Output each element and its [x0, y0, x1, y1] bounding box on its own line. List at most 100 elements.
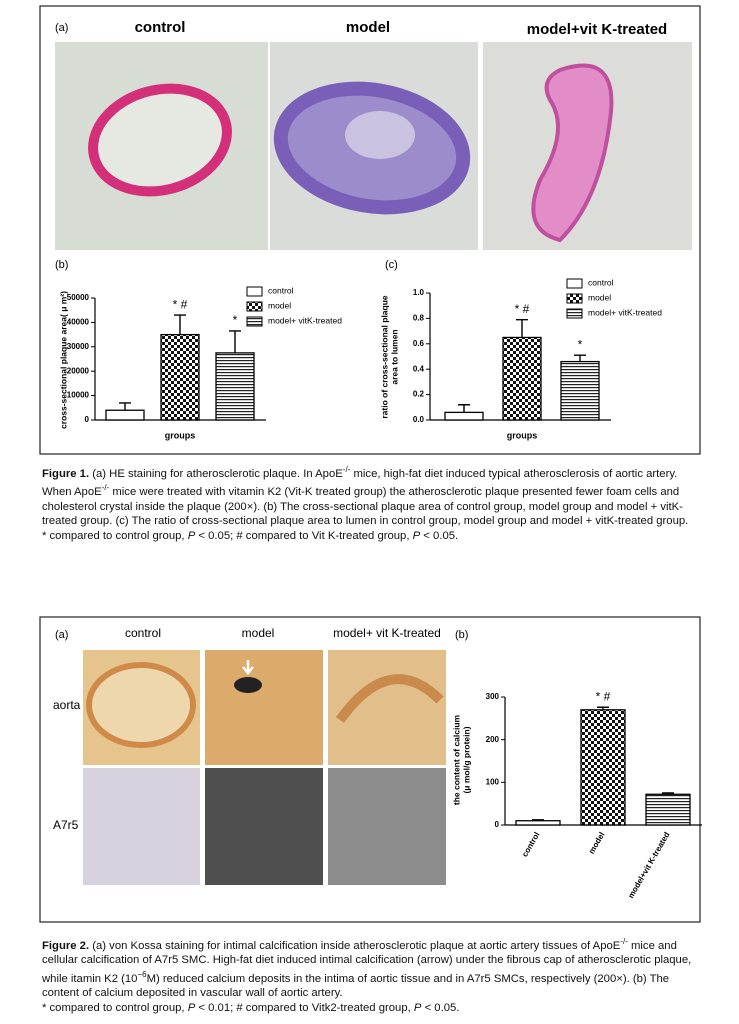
- y-tick-label: 40000: [67, 318, 90, 327]
- error-bar: [574, 354, 586, 362]
- caption-text: (a) HE staining for atherosclerotic plaq…: [89, 467, 343, 480]
- caption-text: < 0.05.: [421, 1001, 460, 1014]
- panel-label: (b): [455, 629, 468, 641]
- row-label: aorta: [53, 698, 81, 712]
- figure2-frame: [39, 616, 701, 923]
- y-axis-label: (μ mol/g protein): [461, 726, 471, 793]
- significance-mark: * #: [515, 302, 530, 316]
- column-title: model+ vit K-treated: [333, 626, 441, 640]
- significance-mark: *: [578, 337, 583, 351]
- caption-paragraph: * compared to control group, P < 0.05; #…: [42, 529, 702, 544]
- panel-label: (a): [55, 22, 68, 34]
- error-bar: [532, 819, 544, 821]
- caption-paragraph: Figure 2. (a) von Kossa staining for int…: [42, 935, 702, 1001]
- legend-swatch: [246, 286, 263, 297]
- error-bar: [597, 706, 609, 710]
- y-tick-label: 30000: [67, 342, 90, 351]
- legend-swatch: [566, 293, 583, 304]
- column-title: model+vit K-treated: [527, 21, 667, 38]
- significance-mark: *: [233, 313, 238, 327]
- error-bar: [119, 402, 131, 411]
- caption-text: * compared to control group,: [42, 529, 188, 542]
- bar: [645, 793, 691, 826]
- caption-text: * compared to control group,: [42, 1001, 188, 1014]
- column-title: model: [242, 626, 275, 640]
- caption-paragraph: Figure 1. (a) HE staining for atheroscle…: [42, 463, 702, 529]
- figure1-caption: Figure 1. (a) HE staining for atheroscle…: [42, 463, 702, 544]
- caption-text: Figure 1.: [42, 467, 90, 480]
- y-axis-label: cross-sectional plaque area( μ m²): [58, 291, 68, 429]
- y-tick-label: 0.0: [413, 415, 425, 424]
- row-label: A7r5: [53, 818, 79, 832]
- error-bar: [662, 792, 674, 795]
- y-tick-label: 1.0: [413, 288, 425, 297]
- legend-label: model+ vitK-treated: [588, 307, 662, 317]
- bar: [580, 709, 626, 826]
- y-tick-label: 200: [486, 735, 500, 744]
- y-tick-label: 0.8: [413, 314, 425, 323]
- legend-label: model: [588, 292, 611, 302]
- caption-text: -/-: [101, 483, 110, 493]
- error-bar: [174, 314, 186, 335]
- x-axis-label: groups: [507, 430, 538, 440]
- significance-mark: * #: [173, 297, 188, 311]
- legend-swatch: [566, 308, 583, 319]
- legend-label: model+ vitK-treated: [268, 315, 342, 325]
- bar: [560, 360, 600, 421]
- caption-text: −6: [137, 969, 147, 979]
- y-tick-label: 0.4: [413, 364, 425, 373]
- caption-text: mice were treated with vitamin K2 (Vit-K…: [42, 486, 689, 528]
- caption-text: P: [412, 529, 421, 542]
- panel-label: (a): [55, 629, 68, 641]
- error-bar: [229, 330, 241, 353]
- y-tick-label: 300: [486, 692, 500, 701]
- caption-text: -/-: [620, 937, 628, 946]
- y-tick-label: 100: [486, 777, 500, 786]
- y-tick-label: 50000: [67, 293, 90, 302]
- x-axis-label: groups: [165, 430, 196, 440]
- figure1-frame: [39, 5, 701, 455]
- caption-text: < 0.05.: [420, 529, 459, 542]
- y-axis-label: area to lumen: [389, 329, 399, 384]
- caption-text: P: [187, 529, 196, 542]
- bar: [515, 820, 561, 826]
- caption-text: (a) von Kossa staining for intimal calci…: [89, 939, 621, 952]
- y-tick-label: 0.2: [413, 390, 425, 399]
- figure2-caption: Figure 2. (a) von Kossa staining for int…: [42, 935, 702, 1016]
- bar: [105, 409, 145, 421]
- column-title: model: [346, 19, 390, 36]
- significance-mark: * #: [596, 689, 611, 703]
- y-tick-label: 0.6: [413, 339, 425, 348]
- caption-text: P: [187, 1001, 196, 1014]
- bar: [215, 352, 255, 421]
- bar: [502, 336, 542, 421]
- y-tick-label: 10000: [67, 391, 90, 400]
- legend-label: control: [268, 285, 294, 295]
- y-axis-label: ratio of cross-sectional plaque: [379, 295, 389, 419]
- caption-text: -/-: [342, 465, 351, 474]
- y-axis-label: the content of calcium: [451, 714, 461, 805]
- caption-text: < 0.01; # compared to Vitk2-treated grou…: [195, 1001, 414, 1014]
- caption-text: P: [413, 1001, 422, 1014]
- x-tick-label: model+vit K-treated: [626, 830, 671, 899]
- y-tick-label: 0: [495, 820, 500, 829]
- x-tick-label: control: [520, 831, 541, 859]
- legend-swatch: [246, 301, 263, 312]
- legend-label: control: [588, 277, 614, 287]
- column-title: control: [125, 626, 161, 640]
- y-tick-label: 20000: [67, 366, 90, 375]
- y-tick-label: 0: [85, 415, 90, 424]
- caption-text: mice, high-fat diet induced typical athe…: [42, 467, 678, 499]
- caption-text: < 0.05; # compared to Vit K-treated grou…: [195, 529, 413, 542]
- legend-swatch: [246, 316, 263, 327]
- panel-label: (c): [385, 259, 398, 271]
- figure1-photos: [55, 42, 692, 250]
- x-tick-label: model: [587, 831, 607, 856]
- caption-text: mice and cellular calcification of A7r5 …: [42, 939, 692, 985]
- legend-swatch: [566, 278, 583, 289]
- error-bar: [516, 318, 528, 338]
- legend-label: model: [268, 300, 291, 310]
- figure2-photos: [83, 650, 446, 885]
